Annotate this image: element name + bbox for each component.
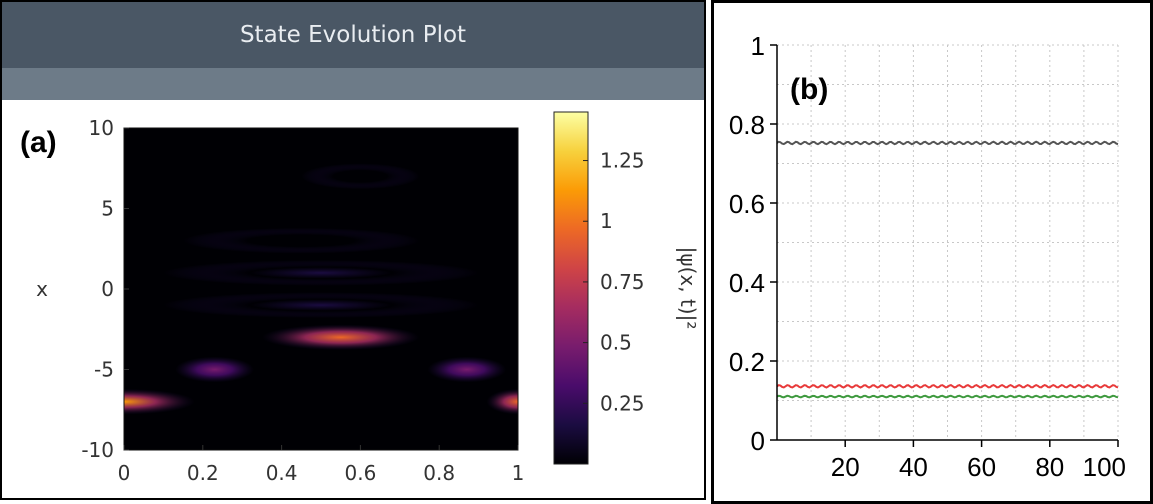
colorbar-label: |ψ(x, t)|² [676,247,700,330]
colorbar-tick-label: 0.75 [600,270,645,294]
heatmap-plot-area [124,128,518,450]
y-tick-label: 0.4 [729,268,765,298]
window-title: State Evolution Plot [239,22,467,48]
heatmap-feature [261,324,420,351]
heatmap-feature [124,388,195,415]
y-tick-label: 0.6 [729,189,765,219]
heatmap-feature [175,356,255,383]
heatmap-chart: (a) 0 0.2 0.4 0.6 0.8 1 10 5 0 -5 -10 x 1.25 1 0.75 0.… [20,111,700,485]
x-tick-label: 40 [899,452,928,482]
x-tick-label: 0.2 [187,461,219,485]
heatmap-feature [427,356,507,383]
colorbar-tick-label: 1.25 [600,149,645,173]
panel-label-b: (b) [790,73,828,106]
y-tick-label: -10 [81,438,114,462]
x-tick-label: 20 [831,452,860,482]
x-tick-label: 0 [118,461,131,485]
colorbar-tick-label: 0.5 [600,331,632,355]
line-chart-series [776,140,1119,399]
window-title-bar: State Evolution Plot [2,2,704,69]
x-tick-label: 1 [512,461,525,485]
toolbar [2,68,704,100]
panel-label-a: (a) [20,126,57,159]
heatmap-feature [183,227,420,254]
left-panel-frame: State Evolution Plot (a) 0 0.2 0.4 0.6 0.8 1 1… [0,0,706,500]
right-panel-frame: 0 0.2 0.4 0.6 0.8 1 20 40 60 80 100 (b) [711,0,1153,504]
heatmap-feature [486,388,518,415]
x-tick-label: 100 [1083,452,1126,482]
y-tick-label: 10 [89,116,114,140]
y-tick-label: 0 [101,277,114,301]
heatmap-axes: 0 0.2 0.4 0.6 0.8 1 10 5 0 -5 -10 x [36,116,524,485]
heatmap-feature [301,163,420,190]
heatmap-feature [163,260,479,286]
line-chart-axes: 0 0.2 0.4 0.6 0.8 1 20 40 60 80 100 [729,31,1126,482]
series-line [776,394,1119,399]
series-line [776,140,1119,146]
colorbar-tick-label: 1 [600,209,613,233]
y-tick-label: 0.8 [729,110,765,140]
x-tick-label: 0.6 [344,461,376,485]
y-axis-label: x [36,277,48,301]
series-line [776,383,1119,389]
x-tick-label: 60 [967,452,996,482]
line-chart: 0 0.2 0.4 0.6 0.8 1 20 40 60 80 100 (b) [729,31,1126,482]
y-tick-label: 0 [751,426,765,456]
y-tick-label: 5 [101,197,114,221]
y-tick-label: 1 [751,31,765,61]
colorbar-tick-label: 0.25 [600,391,645,415]
y-tick-label: -5 [94,358,114,382]
colorbar: 1.25 1 0.75 0.5 0.25 |ψ(x, t)|² [553,111,700,465]
heatmap-feature [163,292,479,318]
x-tick-label: 0.8 [423,461,455,485]
y-tick-label: 0.2 [729,347,765,377]
x-tick-label: 0.4 [266,461,298,485]
colorbar-gradient [553,111,589,465]
x-tick-label: 80 [1035,452,1064,482]
